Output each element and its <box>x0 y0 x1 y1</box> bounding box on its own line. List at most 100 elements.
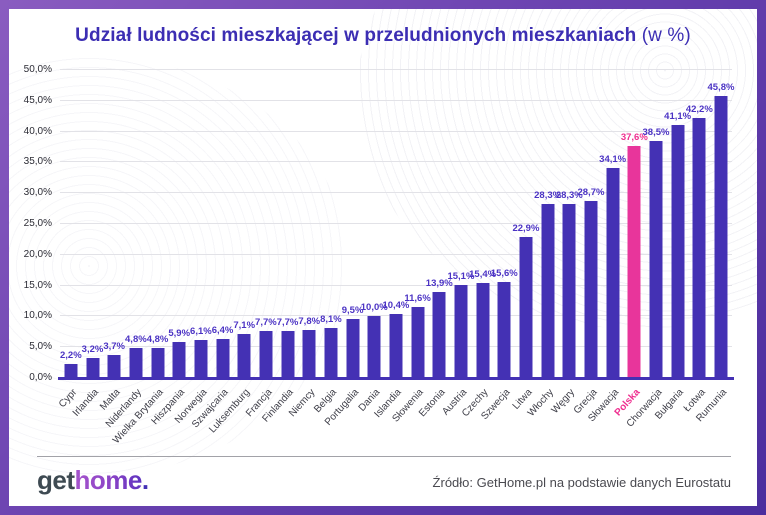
bar <box>367 316 381 378</box>
logo-text-get: get <box>37 465 75 495</box>
bar-group: 15,1% Austria <box>440 70 475 418</box>
bar-value-label: 2,2% <box>60 350 82 362</box>
gethome-logo: gethome. <box>37 465 149 496</box>
bar-highlight <box>627 146 641 378</box>
bar-group: 28,3% Węgry <box>550 70 583 416</box>
bar-value-label: 8,1% <box>320 314 342 326</box>
bar <box>432 292 446 378</box>
bar-group: 7,7% Francja <box>244 70 277 420</box>
bar <box>562 203 576 378</box>
bar-group: 45,8% Rumunia <box>694 70 735 424</box>
bar-group: 10,4% Islandia <box>373 70 410 420</box>
bar <box>519 236 533 378</box>
bar-value-label: 7,7% <box>255 316 277 328</box>
bar <box>172 341 186 378</box>
bar-group: 7,7% Finlandia <box>260 70 299 425</box>
bar <box>389 313 403 378</box>
gridline <box>60 161 732 163</box>
logo-text-dot: . <box>141 465 149 495</box>
chart-card: Udział ludności mieszkającej w przeludni… <box>9 9 757 506</box>
y-tick-label: 30,0% <box>23 187 52 199</box>
bar <box>584 201 598 378</box>
bar <box>324 328 338 378</box>
bar-value-label: 45,8% <box>707 81 735 93</box>
y-tick-label: 25,0% <box>23 218 52 229</box>
bar-value-label: 9,5% <box>341 305 364 317</box>
bar-value-label: 15,4% <box>469 269 497 281</box>
bar-group: 3,2% Irlandia <box>71 70 104 418</box>
bar-group: 7,1% Luksemburg <box>207 70 256 435</box>
bar-value-label: 10,0% <box>360 302 388 314</box>
bar-group: 34,1% Słowacja <box>586 70 627 424</box>
y-tick-label: 15,0% <box>23 279 52 291</box>
chart-title-main: Udział ludności mieszkającej w przeludni… <box>75 25 637 46</box>
gridline <box>60 130 732 132</box>
y-tick-label: 0,0% <box>29 372 52 383</box>
chart-title: Udział ludności mieszkającej w przeludni… <box>9 25 757 47</box>
gridline <box>60 99 732 101</box>
bar <box>541 203 555 378</box>
bar-value-label: 7,8% <box>298 315 321 327</box>
bar <box>281 330 295 378</box>
bar <box>692 118 706 378</box>
bar-group: 15,6% Szwecja <box>479 70 517 422</box>
bar-value-label: 4,8% <box>146 334 169 346</box>
bar <box>216 338 230 378</box>
gridline <box>60 284 732 286</box>
logo-text-home: home <box>74 465 143 495</box>
bar-value-label: 22,9% <box>512 222 540 234</box>
y-tick-label: 20,0% <box>23 248 52 260</box>
bar-value-label: 13,9% <box>425 278 453 290</box>
bar <box>454 284 468 378</box>
bar-value-label: 11,6% <box>404 292 431 304</box>
bar-group: 4,8% Wielka Brytania <box>111 70 169 446</box>
bar-value-label: 5,9% <box>168 327 191 339</box>
bar-group: 6,4% Szwajcaria <box>190 70 234 431</box>
bar <box>107 355 121 378</box>
bar-group: 15,4% Czechy <box>460 70 497 419</box>
bar <box>86 358 99 378</box>
bar-value-label: 15,1% <box>447 270 475 282</box>
bar <box>302 329 316 378</box>
bar-value-label: 28,3% <box>534 189 562 201</box>
bar-value-label: 41,1% <box>664 110 692 122</box>
bar-group: 37,6% Polska <box>613 70 648 418</box>
bar <box>346 319 360 378</box>
bars-row: 2,2% Cypr 3,2% Irlandia 3,7% Malta 4,8% Niderla… <box>57 70 735 446</box>
bar-value-label: 28,3% <box>555 189 583 201</box>
bar-group: 7,8% Niemcy <box>287 70 321 419</box>
bar-value-label: 28,7% <box>577 187 605 199</box>
bar-value-label: 6,1% <box>190 326 212 338</box>
bar-value-label: 10,4% <box>382 299 410 311</box>
bar-value-label: 7,1% <box>233 320 256 332</box>
bar-group: 28,7% Grecja <box>571 70 605 416</box>
y-axis: 0,0% 5,0% 10,0% 15,0% 20,0% 25,0% 30,0% 35,0% 40… <box>15 64 52 383</box>
bar-group: 3,7% Malta <box>98 70 125 412</box>
y-tick-label: 35,0% <box>23 156 52 168</box>
y-tick-label: 40,0% <box>23 125 52 137</box>
gridline <box>60 69 732 70</box>
y-tick-label: 5,0% <box>29 341 52 353</box>
bar-group: 41,1% Bułgaria <box>653 70 692 422</box>
bar-value-label: 6,4% <box>211 324 234 336</box>
gridline <box>60 253 732 255</box>
x-axis-label: Węgry <box>549 387 578 416</box>
bar <box>237 334 251 378</box>
x-axis-line <box>58 377 734 380</box>
bar-group: 4,8% Niderlandy <box>104 70 147 429</box>
bar-group: 11,6% Słowenia <box>390 70 431 425</box>
bar-group: 42,2% Łotwa <box>681 70 712 414</box>
bar-group: 38,5% Chorwacja <box>624 70 669 430</box>
bar-group: 9,5% Portugalia <box>322 70 364 427</box>
bar-value-label: 34,1% <box>599 153 627 165</box>
bar <box>649 140 663 378</box>
bar-group: 10,0% Dania <box>357 70 388 413</box>
bar <box>259 330 273 378</box>
bar-group: 22,9% Litwa <box>510 70 540 412</box>
bar-group: 28,3% Włochy <box>526 70 562 419</box>
bar-group: 5,9% Hiszpania <box>150 70 191 427</box>
bar <box>476 283 490 378</box>
y-tick-label: 50,0% <box>23 64 52 75</box>
bar <box>411 306 425 378</box>
